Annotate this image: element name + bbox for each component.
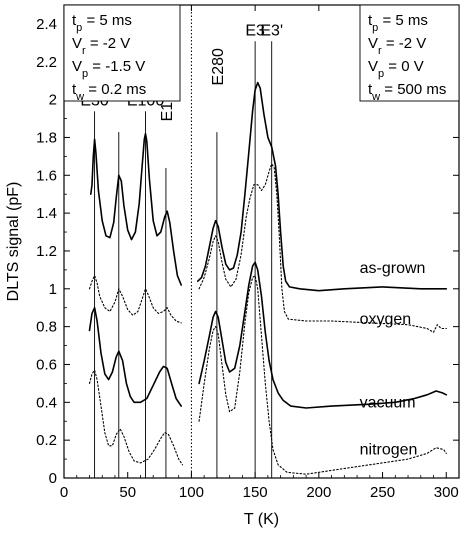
x-tick-label: 300 bbox=[434, 484, 459, 501]
params-left-line: tw = 0.2 ms bbox=[72, 81, 146, 103]
params-left-line: tp = 5 ms bbox=[72, 12, 132, 34]
y-tick-label: 1.8 bbox=[36, 129, 57, 146]
y-tick-label: 2.4 bbox=[36, 16, 57, 33]
x-tick-label: 50 bbox=[119, 484, 136, 501]
params-right-line: tp = 5 ms bbox=[368, 12, 428, 34]
series-line-as-grown bbox=[90, 132, 182, 286]
series-line-vacuum bbox=[88, 306, 182, 407]
y-tick-label: 1.4 bbox=[36, 205, 57, 222]
y-axis-title: DLTS signal (pF) bbox=[5, 182, 22, 302]
x-tick-label: 100 bbox=[179, 484, 204, 501]
series-line-as-grown bbox=[197, 81, 448, 292]
plot-frame bbox=[63, 4, 460, 479]
params-right-line: tw = 500 ms bbox=[368, 81, 446, 103]
series-line-oxygen bbox=[88, 275, 182, 324]
y-tick-label: 2.2 bbox=[36, 54, 57, 71]
curve-label: as-grown bbox=[360, 260, 426, 277]
x-axis-title: T (K) bbox=[244, 511, 279, 528]
y-tick-label: 1 bbox=[49, 281, 57, 298]
series-line-nitrogen bbox=[198, 275, 447, 475]
x-tick-label: 0 bbox=[60, 484, 68, 501]
curve-label: vacuum bbox=[360, 394, 416, 411]
params-right-line: Vp = 0 V bbox=[368, 58, 424, 80]
params-right-line: Vr = -2 V bbox=[368, 35, 426, 57]
peak-label: E3 bbox=[245, 22, 265, 39]
series-line-oxygen bbox=[198, 163, 447, 333]
peak-label: E280 bbox=[210, 48, 227, 85]
params-right-box bbox=[359, 4, 460, 102]
curve-label: nitrogen bbox=[360, 442, 418, 459]
x-tick-label: 200 bbox=[306, 484, 331, 501]
params-left-line: Vp = -1.5 V bbox=[72, 58, 145, 80]
y-tick-label: 1.6 bbox=[36, 167, 57, 184]
series-line-nitrogen bbox=[88, 369, 184, 466]
x-tick-label: 250 bbox=[370, 484, 395, 501]
y-tick-label: 0.4 bbox=[36, 394, 57, 411]
series-line-vacuum bbox=[198, 261, 448, 409]
y-tick-label: 1.2 bbox=[36, 243, 57, 260]
params-left-line: Vr = -2 V bbox=[72, 35, 130, 57]
y-tick-label: 0.8 bbox=[36, 319, 57, 336]
peak-label: E3' bbox=[260, 22, 283, 39]
x-tick-label: 150 bbox=[243, 484, 268, 501]
params-left-box bbox=[63, 4, 181, 102]
curve-label: oxygen bbox=[360, 311, 412, 328]
y-tick-label: 2 bbox=[49, 92, 57, 109]
y-tick-label: 0 bbox=[49, 470, 57, 487]
y-tick-label: 0.6 bbox=[36, 356, 57, 373]
y-tick-label: 0.2 bbox=[36, 432, 57, 449]
